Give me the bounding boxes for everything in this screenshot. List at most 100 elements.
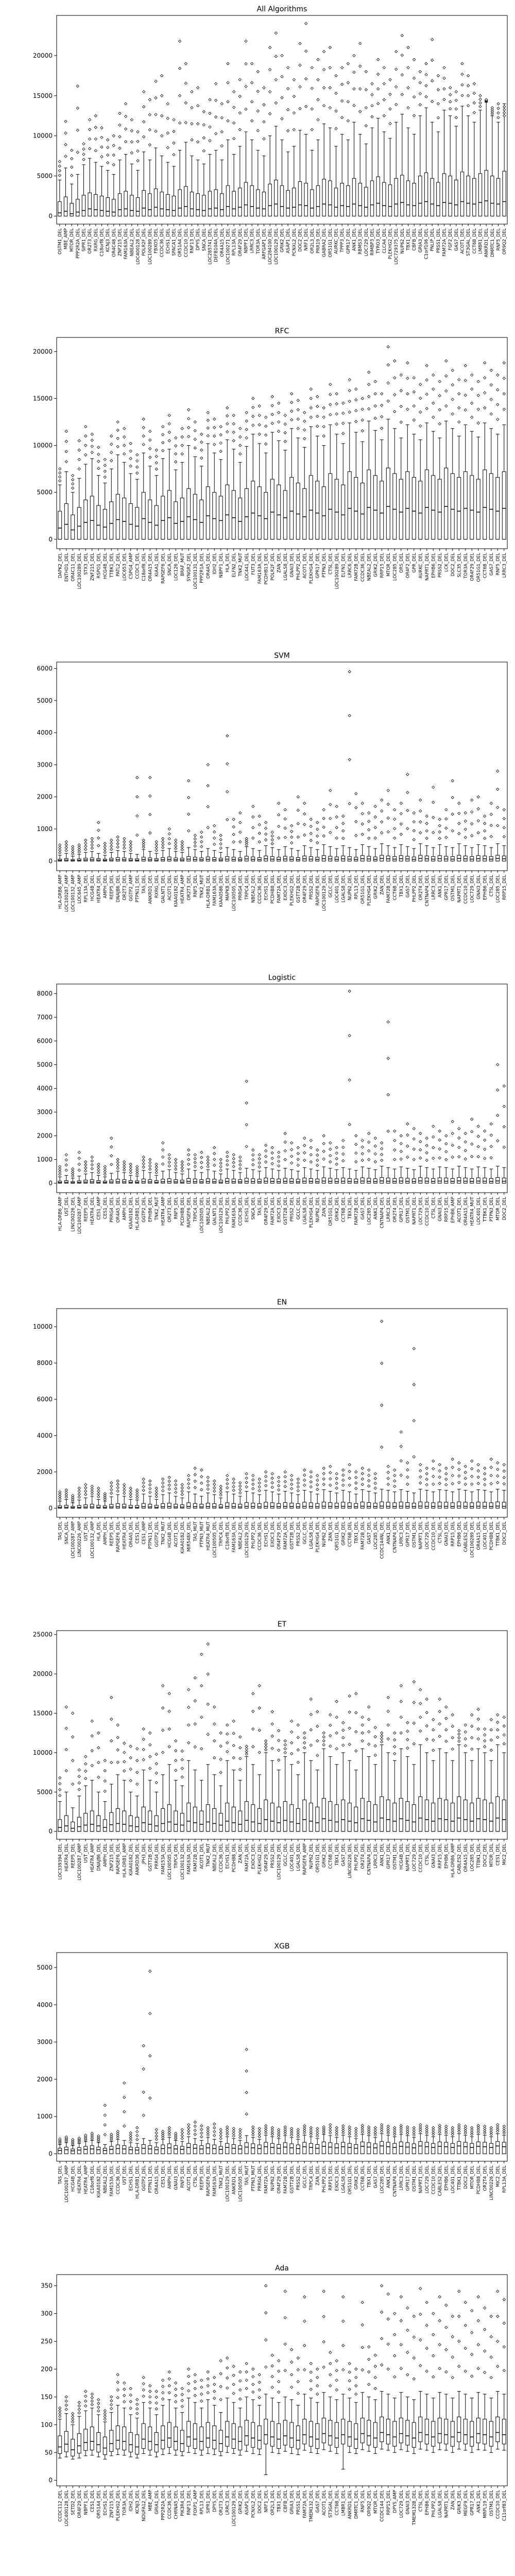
x-tick-label: FAM163A_DEL — [212, 875, 217, 906]
x-tick-label: FAM163A_DEL — [232, 1197, 237, 1228]
outlier-point — [367, 1158, 371, 1161]
outlier-point — [292, 78, 296, 81]
box — [489, 1502, 493, 1509]
outlier-point — [245, 1750, 248, 1753]
outlier-point — [348, 1726, 351, 1730]
outlier-point — [290, 1741, 294, 1744]
outlier-point — [348, 410, 351, 414]
outlier-point — [303, 1473, 306, 1477]
outlier-point — [274, 31, 278, 35]
outlier-point — [386, 345, 390, 349]
box — [382, 182, 386, 216]
outlier-point — [496, 116, 500, 120]
outlier-point — [444, 359, 448, 363]
outlier-point — [341, 432, 345, 435]
outlier-point — [174, 838, 178, 842]
outlier-point — [200, 845, 203, 849]
outlier-point — [348, 758, 351, 761]
box — [212, 1179, 217, 1184]
outlier-point — [386, 1709, 390, 1713]
box — [167, 1804, 171, 1832]
outlier-point — [270, 838, 274, 842]
outlier-point — [264, 1475, 268, 1479]
outlier-point — [90, 1484, 94, 1488]
outlier-point — [476, 807, 480, 811]
outlier-point — [328, 106, 332, 110]
outlier-point — [277, 411, 281, 414]
outlier-point — [76, 150, 79, 154]
outlier-point — [238, 1167, 242, 1171]
outlier-point — [116, 842, 119, 845]
outlier-point — [258, 1751, 261, 1754]
outlier-point — [399, 833, 403, 836]
outlier-point — [309, 1697, 313, 1701]
box — [424, 1502, 429, 1509]
x-tick-label: CNTNAP4_DEL — [392, 1521, 398, 1553]
outlier-point — [77, 1774, 81, 1778]
outlier-point — [451, 1473, 454, 1478]
outlier-point — [464, 1482, 467, 1486]
outlier-point — [251, 1487, 255, 1490]
outlier-point — [77, 1781, 81, 1785]
box — [174, 501, 178, 540]
x-tick-label: RAPGEF6_DEL — [161, 553, 166, 584]
box — [264, 1800, 268, 1832]
outlier-point — [219, 1744, 222, 1748]
outlier-point — [123, 452, 126, 456]
outlier-point — [264, 1155, 268, 1158]
outlier-point — [419, 424, 422, 428]
outlier-point — [258, 423, 261, 427]
outlier-point — [348, 388, 351, 393]
outlier-point — [419, 1463, 422, 1467]
outlier-point — [184, 121, 187, 125]
box — [148, 1504, 152, 1509]
outlier-point — [438, 1476, 441, 1479]
outlier-point — [476, 831, 480, 835]
outlier-point — [206, 826, 210, 829]
outlier-point — [436, 74, 440, 77]
outlier-point — [413, 95, 416, 99]
outlier-point — [483, 1157, 487, 1160]
outlier-point — [341, 1473, 345, 1477]
outlier-point — [148, 1487, 152, 1490]
outlier-point — [393, 1479, 397, 1483]
outlier-point — [136, 149, 140, 153]
outlier-point — [232, 439, 235, 443]
outlier-point — [476, 421, 480, 425]
outlier-point — [406, 772, 409, 776]
box — [277, 1178, 281, 1184]
y-tick-label: 6000 — [37, 1396, 53, 1403]
outlier-point — [184, 81, 187, 85]
x-tick-label: OR9Q2_DEL — [502, 228, 507, 255]
outlier-point — [77, 1162, 81, 1166]
box — [212, 492, 217, 540]
outlier-point — [112, 134, 115, 138]
outlier-point — [406, 1122, 409, 1126]
x-tick-label: NBPF1_DEL — [219, 553, 224, 578]
outlier-point — [425, 1136, 428, 1140]
outlier-point — [277, 1160, 281, 1163]
outlier-point — [380, 798, 384, 802]
outlier-point — [457, 378, 461, 382]
outlier-point — [283, 1751, 287, 1755]
box — [400, 175, 404, 216]
outlier-point — [71, 1497, 75, 1501]
outlier-point — [400, 93, 404, 96]
outlier-point — [296, 1146, 300, 1149]
outlier-point — [238, 1155, 242, 1159]
outlier-point — [329, 1734, 332, 1738]
x-tick-label: ASAP1_DEL — [286, 228, 291, 253]
outlier-point — [335, 805, 338, 808]
outlier-point — [232, 1756, 235, 1759]
x-tick-label: STX3_DEL — [83, 553, 89, 575]
outlier-point — [451, 1120, 454, 1124]
outlier-point — [206, 1672, 210, 1676]
x-tick-label: TNK2_MUT — [199, 874, 204, 899]
outlier-point — [309, 1470, 313, 1474]
box — [394, 178, 398, 216]
outlier-point — [496, 1139, 500, 1143]
outlier-point — [64, 1726, 68, 1730]
outlier-point — [464, 1470, 467, 1475]
outlier-point — [373, 1725, 377, 1730]
outlier-point — [84, 841, 88, 845]
